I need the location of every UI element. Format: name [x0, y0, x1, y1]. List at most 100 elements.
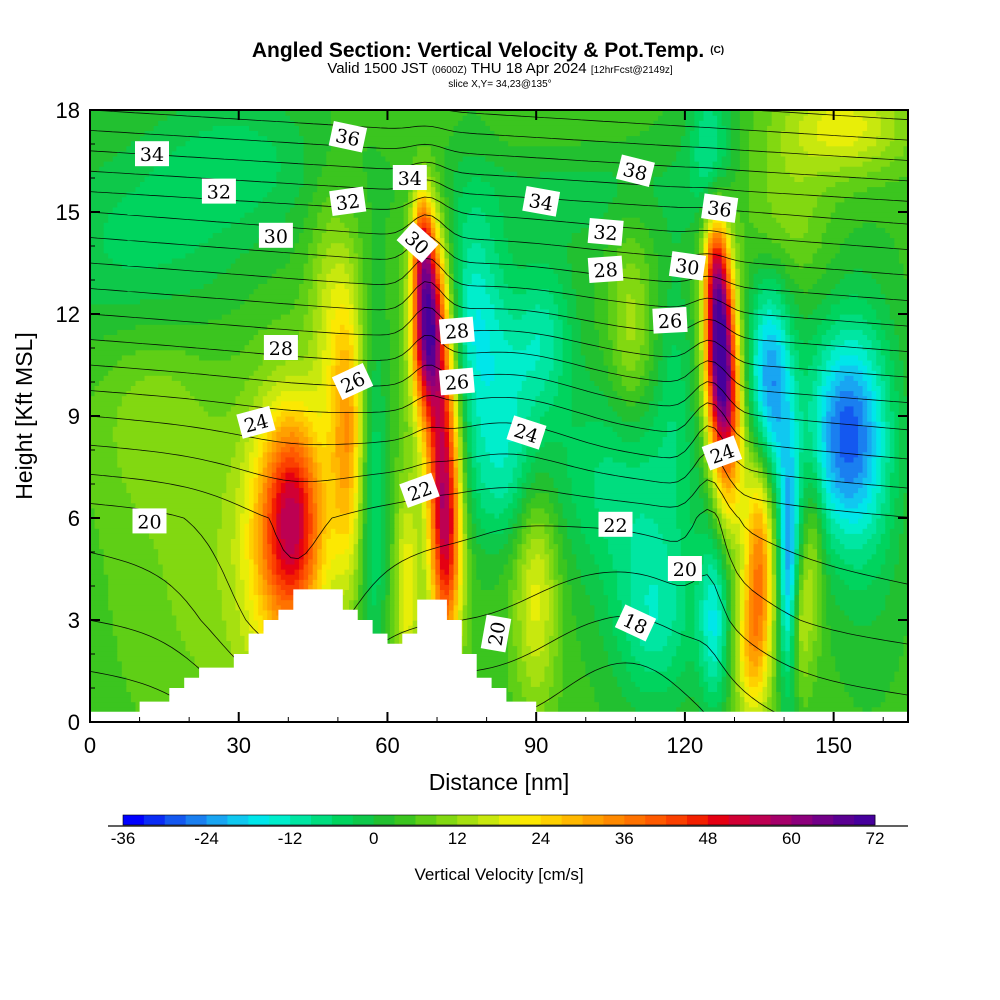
- x-axis-label: Distance [nm]: [429, 769, 570, 795]
- colorbar: -36 -24 -12 0 12 24 36 48 60 72: [108, 814, 908, 848]
- contour-label-box: [201, 178, 236, 204]
- colorbar-swatch: [373, 815, 395, 825]
- contour-label-box: [135, 141, 169, 167]
- y-tick-label: 18: [56, 98, 80, 123]
- colorbar-swatch: [394, 815, 416, 825]
- contour-label-box: [328, 120, 368, 153]
- subtitle-zulu: (0600Z): [432, 65, 467, 76]
- colorbar-swatch: [812, 815, 834, 825]
- chart-slice: slice X,Y= 34,23@135°: [448, 79, 551, 90]
- colorbar-tick-label: 0: [369, 829, 378, 848]
- contour-label-36: 36: [328, 120, 368, 153]
- colorbar-swatch: [290, 815, 312, 825]
- colorbar-swatch: [707, 815, 730, 825]
- contour-label-text: 28: [269, 338, 293, 360]
- y-tick-label: 0: [68, 710, 80, 735]
- contour-label-text: 20: [485, 620, 511, 648]
- y-tick-label: 6: [68, 506, 80, 531]
- theta-contour-31: [90, 235, 908, 301]
- colorbar-swatch: [185, 815, 207, 825]
- contour-label-26: 26: [331, 363, 374, 401]
- colorbar-tick-label: 12: [448, 829, 467, 848]
- contour-label-36: 36: [701, 193, 739, 223]
- colorbar-swatch: [854, 815, 876, 825]
- contour-label-28: 28: [438, 316, 475, 345]
- colorbar-swatch: [833, 815, 855, 825]
- colorbar-swatch: [561, 815, 583, 825]
- x-axis-ticks: 0 30 60 90 120 150: [84, 110, 884, 758]
- x-tick-label: 120: [667, 733, 704, 758]
- colorbar-swatch: [248, 815, 270, 825]
- subtitle-fcst: [12hrFcst@2149z]: [591, 65, 673, 76]
- contour-label-text: 20: [673, 559, 697, 581]
- colorbar-tick-label: -12: [278, 829, 303, 848]
- theta-contour-23: [90, 444, 908, 518]
- contour-label-box: [438, 367, 475, 396]
- colorbar-swatch: [770, 815, 792, 825]
- contour-label-24: 24: [506, 415, 547, 450]
- colorbar-tick-label: -24: [194, 829, 219, 848]
- contour-label-box: [701, 193, 739, 223]
- subtitle-date: THU 18 Apr 2024: [471, 60, 587, 77]
- colorbar-swatch: [164, 815, 187, 825]
- contour-label-26: 26: [438, 367, 475, 396]
- contour-label-box: [587, 217, 624, 246]
- colorbar-tick-label: 24: [531, 829, 550, 848]
- colorbar-swatch: [227, 815, 249, 825]
- x-tick-label: 30: [226, 733, 250, 758]
- chart-title-mark: (C): [710, 45, 724, 56]
- contour-label-text: 36: [706, 197, 733, 222]
- colorbar-swatch: [331, 815, 354, 825]
- contour-label-20: 20: [667, 556, 702, 581]
- contour-label-28: 28: [587, 255, 624, 283]
- contour-label-24: 24: [236, 405, 276, 439]
- contour-label-box: [652, 306, 688, 334]
- contour-label-34: 34: [135, 141, 169, 167]
- contour-label-text: 22: [603, 515, 627, 537]
- contour-label-box: [438, 316, 475, 345]
- colorbar-swatch: [143, 815, 166, 825]
- contour-label-box: [396, 221, 439, 263]
- colorbar-swatch: [749, 815, 771, 825]
- x-tick-label: 60: [375, 733, 399, 758]
- contour-label-20: 20: [480, 614, 512, 653]
- contour-label-text: 32: [334, 190, 361, 215]
- contour-label-box: [598, 511, 633, 537]
- colorbar-frame: [122, 814, 876, 826]
- colorbar-swatch: [123, 815, 145, 825]
- contour-label-30: 30: [258, 222, 293, 248]
- contour-label-box: [329, 186, 367, 217]
- colorbar-swatch: [791, 815, 813, 825]
- x-tick-label: 0: [84, 733, 96, 758]
- colorbar-swatch: [687, 815, 709, 825]
- theta-contour-30: [90, 257, 908, 327]
- terrain: [90, 589, 908, 722]
- contour-label-box: [399, 472, 440, 508]
- x-tick-label: 90: [524, 733, 548, 758]
- colorbar-swatch: [519, 815, 542, 825]
- contour-label-box: [263, 335, 298, 360]
- colorbar-swatch: [415, 815, 437, 825]
- subtitle-valid: Valid 1500 JST: [327, 60, 427, 77]
- chart-subtitle: Valid 1500 JST (0600Z) THU 18 Apr 2024 […: [327, 60, 673, 77]
- colorbar-swatch: [457, 815, 479, 825]
- contour-label-text: 34: [140, 144, 164, 166]
- colorbar-swatch: [624, 815, 646, 825]
- contour-label-20: 20: [132, 508, 167, 534]
- theta-contour-35: [90, 150, 908, 202]
- chart-title-text: Angled Section: Vertical Velocity & Pot.…: [252, 39, 704, 62]
- contour-label-34: 34: [522, 186, 561, 217]
- contour-label-text: 34: [398, 168, 422, 190]
- colorbar-swatch: [311, 815, 333, 825]
- colorbar-swatch: [436, 815, 458, 825]
- contour-label-box: [522, 186, 561, 217]
- y-tick-label: 12: [56, 302, 80, 327]
- theta-contour-29: [90, 281, 908, 352]
- y-axis-label: Height [Kft MSL]: [11, 332, 37, 499]
- contour-label-box: [614, 604, 657, 642]
- colorbar-tick-label: 72: [866, 829, 885, 848]
- y-tick-label: 15: [56, 200, 80, 225]
- contour-label-text: 28: [593, 259, 619, 283]
- theta-contour-25: [90, 390, 908, 460]
